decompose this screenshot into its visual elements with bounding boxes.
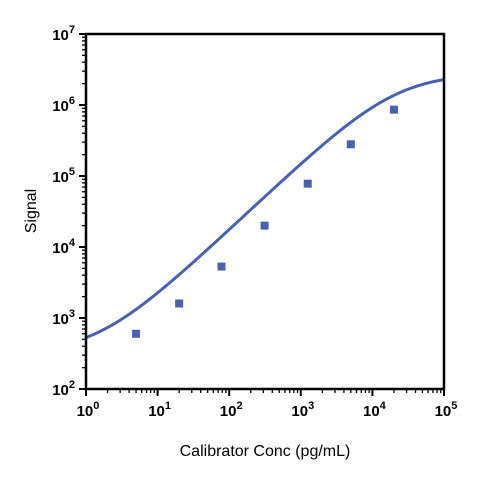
y-tick-label: 104 [52, 237, 76, 257]
plot-frame [84, 32, 446, 391]
x-tick-label: 104 [363, 400, 387, 420]
data-point [303, 179, 312, 188]
axes [79, 33, 445, 396]
x-tick-label: 102 [220, 400, 243, 420]
fit-curve [85, 78, 445, 340]
data-point [260, 221, 269, 230]
data-point [132, 329, 141, 338]
y-tick-label: 103 [52, 308, 75, 328]
tick-labels: 100 101 102 103 104 105 102 103 104 105 106 107 [52, 24, 457, 420]
data-point [217, 262, 226, 271]
y-tick-label: 107 [52, 24, 75, 44]
y-tick-label: 106 [52, 95, 75, 115]
y-tick-label: 105 [52, 166, 75, 186]
data-points [132, 105, 398, 338]
x-tick-label: 103 [291, 400, 314, 420]
x-tick-label: 101 [148, 400, 171, 420]
y-tick-label: 102 [52, 379, 75, 399]
x-axis-label: Calibrator Conc (pg/mL) [180, 443, 351, 460]
x-tick-label: 100 [77, 400, 100, 420]
data-point [389, 105, 398, 114]
x-tick-label: 105 [435, 400, 458, 420]
data-point [346, 140, 355, 149]
y-axis-label: Signal [23, 189, 40, 233]
data-point [175, 299, 184, 308]
